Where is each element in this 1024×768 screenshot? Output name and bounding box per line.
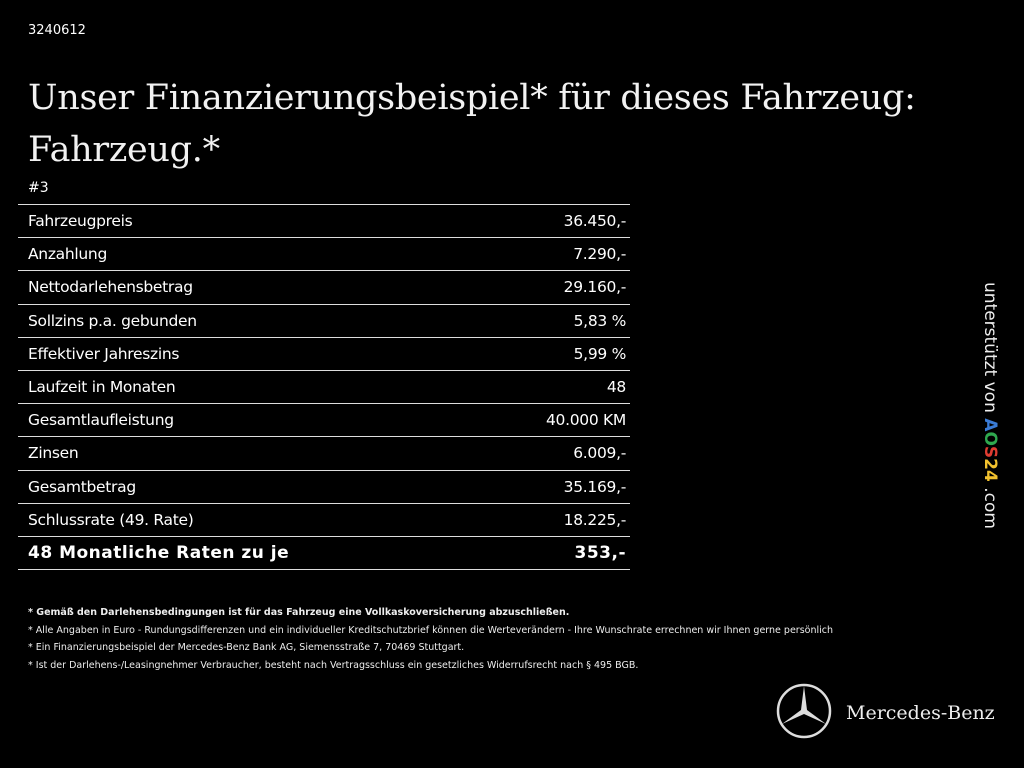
row-value: 40.000 KM [476,403,630,437]
row-value: 7.290,- [476,237,630,271]
row-label: Anzahlung [18,237,477,271]
row-value: 36.450,- [476,203,630,238]
row-label: Gesamtbetrag [18,469,477,504]
row-label: Laufzeit in Monaten [18,369,477,404]
logo-letter: A [980,418,1000,432]
row-value: 5,83 % [476,303,630,338]
table-row: Anzahlung 7.290,- [18,237,630,271]
row-value: 18.225,- [476,502,630,537]
page-title: Unser Finanzierungsbeispiel* für dieses … [28,72,916,176]
row-value: 29.160,- [476,270,630,305]
table-row: Effektiver Jahreszins 5,99 % [18,336,630,371]
row-value: 48 [476,369,630,404]
listing-id: 3240612 [28,23,86,38]
row-value: 35.169,- [476,469,630,504]
supported-by-text: unterstützt von AOS24 .com [980,282,1000,529]
brand-name: Mercedes-Benz [846,702,995,724]
domain-suffix: .com [980,481,1000,529]
table-row: 48 Monatliche Raten zu je 353,- [18,535,630,571]
title-line-2: Fahrzeug.* [28,130,220,170]
table-row: Gesamtbetrag 35.169,- [18,469,630,504]
row-label: 48 Monatliche Raten zu je [18,535,477,571]
row-value: 353,- [476,535,630,571]
footnote: * Gemäß den Darlehensbedingungen ist für… [28,607,570,618]
mercedes-star-icon [776,683,832,739]
table-row: Laufzeit in Monaten 48 [18,369,630,404]
logo-letter: 2 [980,458,1000,470]
table-row: Schlussrate (49. Rate) 18.225,- [18,502,630,537]
logo-letter: 4 [980,469,1000,482]
footnote: * Alle Angaben in Euro - Rundungsdiffere… [28,624,833,636]
table-row: Nettodarlehensbetrag 29.160,- [18,270,630,305]
row-value: 6.009,- [476,436,630,470]
table-row: Gesamtlaufleistung 40.000 KM [18,403,630,437]
aos24-logo: AOS24 [980,418,1000,482]
finance-table: Fahrzeugpreis 36.450,- Anzahlung 7.290,- Net… [18,203,630,571]
footnote: * Ist der Darlehens-/Leasingnehmer Verbr… [28,660,639,672]
table-row: Zinsen 6.009,- [18,436,630,470]
example-number: #3 [28,180,49,196]
row-label: Schlussrate (49. Rate) [18,502,477,537]
row-value: 5,99 % [476,336,630,371]
footnote: * Ein Finanzierungsbeispiel der Mercedes… [28,642,465,654]
table-row: Fahrzeugpreis 36.450,- [18,203,630,238]
row-label: Gesamtlaufleistung [18,403,477,437]
row-label: Effektiver Jahreszins [18,336,477,371]
row-label: Nettodarlehensbetrag [18,270,477,305]
table-row: Sollzins p.a. gebunden 5,83 % [18,303,630,338]
logo-letter: O [980,431,1000,446]
logo-letter: S [980,445,1000,459]
row-label: Fahrzeugpreis [18,203,477,238]
supported-by-label: unterstützt von [980,282,1000,419]
title-line-1: Unser Finanzierungsbeispiel* für dieses … [28,78,916,118]
row-label: Sollzins p.a. gebunden [18,303,477,338]
row-label: Zinsen [18,436,477,470]
footnotes: * Gemäß den Darlehensbedingungen ist für… [28,604,833,675]
